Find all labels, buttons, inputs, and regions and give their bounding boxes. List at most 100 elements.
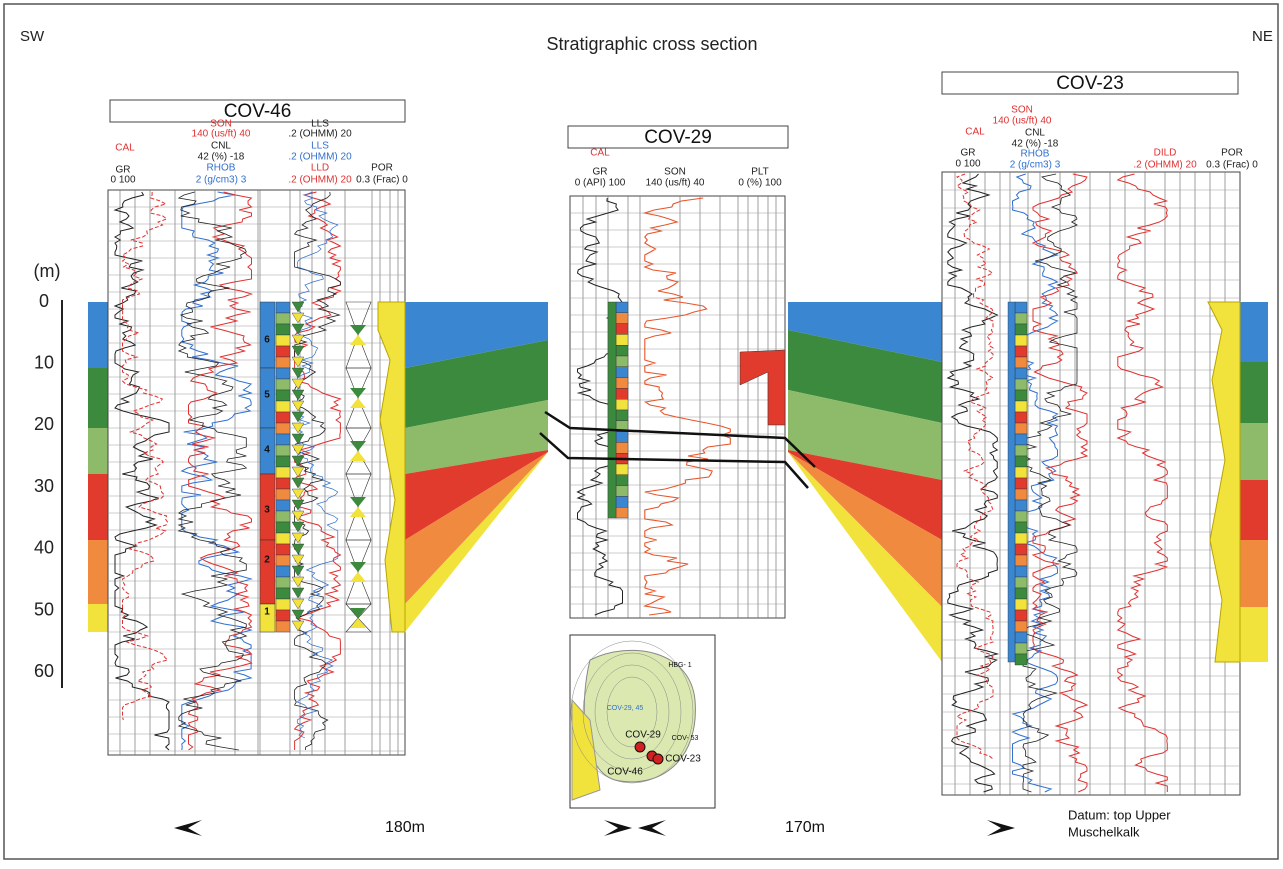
strat-band xyxy=(1238,540,1268,607)
lith-cell xyxy=(276,522,290,533)
lith-cell xyxy=(276,566,290,577)
lith-cell xyxy=(276,390,290,401)
curve-header: .2 (OHMM) 20 xyxy=(288,175,352,186)
map-label: COV-46 xyxy=(607,767,643,778)
lith-cell xyxy=(616,399,628,410)
lith-cell xyxy=(1015,544,1027,555)
cross-section: Stratigraphic cross section SW NE (m) 65… xyxy=(0,0,1283,864)
curve-header: POR xyxy=(371,163,393,174)
ne-label: NE xyxy=(1252,28,1273,45)
lith-cell xyxy=(616,496,628,507)
curve-header: SON xyxy=(1011,105,1033,116)
unit-number: 2 xyxy=(264,555,270,566)
strat-band xyxy=(1238,607,1268,662)
strat-band xyxy=(88,428,110,474)
lith-cell xyxy=(616,324,628,335)
lith-cell xyxy=(616,507,628,518)
lith-cell xyxy=(1015,533,1027,544)
lith-cell xyxy=(1015,456,1027,467)
datum: Datum: top Upper xyxy=(1068,807,1171,822)
lith-cell xyxy=(616,302,628,313)
curve-header: 0 100 xyxy=(955,159,980,170)
lith-cell xyxy=(1015,401,1027,412)
curve-header: LLD xyxy=(311,163,329,174)
lith-cell xyxy=(1015,390,1027,401)
curve-header: 0 100 xyxy=(110,175,135,186)
depth-tick-label: 50 xyxy=(34,599,54,619)
lith-cell xyxy=(1015,346,1027,357)
lith-cell xyxy=(1015,313,1027,324)
lith-cell xyxy=(1015,324,1027,335)
lith-cell xyxy=(276,621,290,632)
lith-cell xyxy=(1015,335,1027,346)
strat-band xyxy=(88,604,110,632)
lith-cell xyxy=(616,486,628,497)
well-dot xyxy=(653,754,663,764)
curve-header: CAL xyxy=(965,127,985,138)
lith-cell xyxy=(276,500,290,511)
lith-cell xyxy=(616,356,628,367)
datum: Muschelkalk xyxy=(1068,824,1140,839)
depth-tick-label: 10 xyxy=(34,352,54,372)
lith-cell xyxy=(1015,599,1027,610)
lith-cell xyxy=(616,367,628,378)
sw-label: SW xyxy=(20,28,45,45)
lith-cell xyxy=(276,423,290,434)
curve-header: 140 (us/ft) 40 xyxy=(646,178,705,189)
lith-cell xyxy=(276,401,290,412)
depth-tick-label: 30 xyxy=(34,476,54,496)
lith-cell xyxy=(276,533,290,544)
strat-band xyxy=(88,302,110,368)
unit-number: 3 xyxy=(264,505,270,516)
unit-number: 1 xyxy=(264,607,270,618)
curve-header: 140 (us/ft) 40 xyxy=(993,116,1052,127)
strat-band xyxy=(1238,480,1268,540)
unit-number: 5 xyxy=(264,390,270,401)
lith-cell xyxy=(1015,500,1027,511)
lith-cell xyxy=(1015,621,1027,632)
lith-col xyxy=(608,302,616,518)
lith-cell xyxy=(276,357,290,368)
lith-cell xyxy=(616,410,628,421)
well-name: COV-29 xyxy=(644,127,712,148)
lith-cell xyxy=(1015,445,1027,456)
well-name: COV-46 xyxy=(224,101,292,122)
depth-tick-label: 0 xyxy=(39,291,49,311)
curve-header: DILD xyxy=(1154,148,1177,159)
curve-header: GR xyxy=(593,167,608,178)
unit-number: 6 xyxy=(264,335,270,346)
lith-cell xyxy=(276,467,290,478)
lith-col xyxy=(1008,302,1015,662)
lith-cell xyxy=(1015,522,1027,533)
unit-block xyxy=(260,540,275,604)
lith-cell xyxy=(1015,368,1027,379)
lith-cell xyxy=(1015,467,1027,478)
lith-cell xyxy=(1015,302,1027,313)
lith-cell xyxy=(276,577,290,588)
curve-header: CNL xyxy=(211,141,231,152)
lith-cell xyxy=(276,610,290,621)
curve-header: 2 (g/cm3) 3 xyxy=(1010,160,1061,171)
lith-cell xyxy=(1015,643,1027,654)
lith-cell xyxy=(616,334,628,345)
lith-cell xyxy=(276,335,290,346)
lith-cell xyxy=(276,445,290,456)
lith-cell xyxy=(276,478,290,489)
map-label: COV-29, 45 xyxy=(607,705,644,712)
lith-cell xyxy=(1015,555,1027,566)
well-dot xyxy=(635,742,645,752)
lith-cell xyxy=(1015,423,1027,434)
curve-header: 0 (API) 100 xyxy=(575,178,626,189)
curve-header: .2 (OHMM) 20 xyxy=(288,129,352,140)
lith-cell xyxy=(616,442,628,453)
unit-number: 4 xyxy=(264,445,270,456)
lith-cell xyxy=(276,599,290,610)
curve-header: CAL xyxy=(115,143,135,154)
lith-cell xyxy=(1015,489,1027,500)
lith-cell xyxy=(616,378,628,389)
lith-cell xyxy=(276,555,290,566)
curve-header: SON xyxy=(664,167,686,178)
curve-header: 0.3 (Frac) 0 xyxy=(1206,160,1258,171)
log-panel xyxy=(570,196,785,618)
strat-band xyxy=(88,368,110,428)
